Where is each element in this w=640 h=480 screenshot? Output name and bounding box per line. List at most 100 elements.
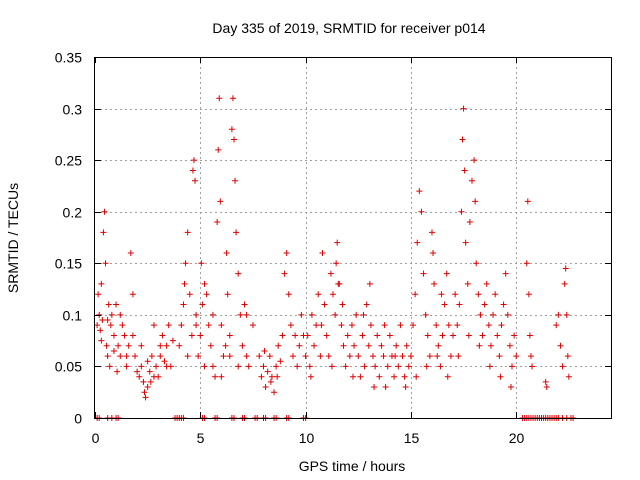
data-point (454, 322, 461, 329)
data-point (144, 384, 151, 391)
data-point (458, 208, 465, 215)
data-point (129, 332, 136, 339)
data-point (136, 373, 143, 380)
data-point (459, 136, 466, 143)
data-point (391, 373, 398, 380)
data-point (403, 342, 410, 349)
data-point (355, 353, 362, 360)
data-point (502, 270, 509, 277)
data-point (338, 322, 345, 329)
data-point (199, 301, 206, 308)
data-point (176, 342, 183, 349)
data-point (392, 353, 399, 360)
data-point (195, 353, 202, 360)
data-point (107, 322, 114, 329)
data-point (261, 347, 268, 354)
data-point (188, 332, 195, 339)
data-point (233, 229, 240, 236)
data-point (380, 353, 387, 360)
x-tick-label: 20 (509, 430, 525, 446)
data-point (256, 353, 263, 360)
data-point (433, 322, 440, 329)
data-point (212, 373, 219, 380)
y-axis-label: SRMTID / TECUs (5, 183, 21, 293)
data-point (184, 229, 191, 236)
data-point (471, 157, 478, 164)
data-point (264, 368, 271, 375)
data-point (372, 363, 379, 370)
data-points (94, 95, 577, 421)
data-point (384, 363, 391, 370)
data-point (450, 332, 457, 339)
data-point (437, 363, 444, 370)
data-point (209, 363, 216, 370)
data-point (138, 342, 145, 349)
data-point (525, 291, 532, 298)
data-point (329, 291, 336, 298)
data-point (381, 322, 388, 329)
data-point (435, 342, 442, 349)
data-point (180, 301, 187, 308)
data-point (401, 373, 408, 380)
data-point (363, 301, 370, 308)
data-point (410, 322, 417, 329)
data-point (407, 353, 414, 360)
data-point (193, 311, 200, 318)
data-point (266, 353, 273, 360)
data-point (564, 353, 571, 360)
data-point (307, 373, 314, 380)
data-point (319, 249, 326, 256)
data-point (466, 219, 473, 226)
data-point (367, 322, 374, 329)
data-point (268, 373, 275, 380)
data-point (378, 342, 385, 349)
data-point (351, 342, 358, 349)
data-point (224, 291, 231, 298)
data-point (418, 208, 425, 215)
data-point (163, 342, 170, 349)
data-point (123, 363, 130, 370)
data-point (281, 270, 288, 277)
y-tick-label: 0.2 (63, 205, 83, 221)
data-point (557, 342, 564, 349)
data-point (462, 239, 469, 246)
data-point (181, 280, 188, 287)
data-point (513, 353, 520, 360)
data-point (431, 280, 438, 287)
data-point (129, 291, 136, 298)
x-tick-label: 10 (299, 430, 315, 446)
data-point (346, 353, 353, 360)
data-point (402, 384, 409, 391)
data-point (413, 373, 420, 380)
data-point (473, 260, 480, 267)
data-point (159, 332, 166, 339)
data-point (399, 353, 406, 360)
data-point (302, 353, 309, 360)
data-point (359, 332, 366, 339)
data-point (157, 342, 164, 349)
data-point (308, 311, 315, 318)
data-point (296, 342, 303, 349)
data-point (509, 363, 516, 370)
data-point (397, 322, 404, 329)
x-axis-label: GPS time / hours (299, 458, 406, 474)
data-point (140, 378, 147, 385)
data-point (113, 301, 120, 308)
data-point (313, 322, 320, 329)
data-point (147, 378, 154, 385)
data-point (228, 126, 235, 133)
data-point (235, 270, 242, 277)
y-tick-label: 0 (74, 411, 82, 427)
data-point (100, 229, 107, 236)
data-point (428, 229, 435, 236)
y-tick-labels: 0 0.05 0.1 0.15 0.2 0.25 0.3 0.35 (55, 50, 82, 427)
data-point (561, 280, 568, 287)
data-point (99, 317, 106, 324)
data-point (321, 301, 328, 308)
data-point (452, 291, 459, 298)
data-point (327, 270, 334, 277)
data-point (98, 280, 105, 287)
data-point (165, 322, 172, 329)
data-point (472, 198, 479, 205)
